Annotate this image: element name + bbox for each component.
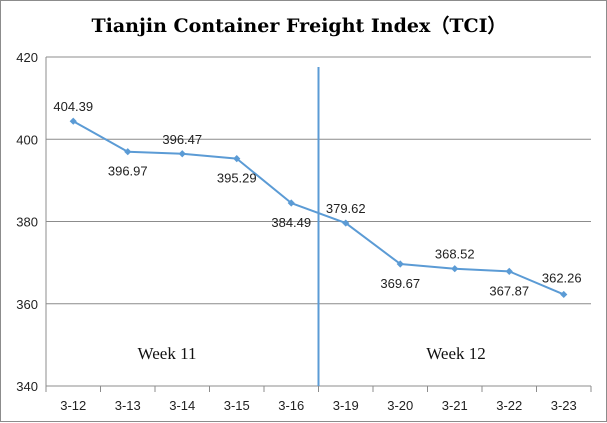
data-label: 404.39 <box>53 99 93 114</box>
chart-title: Tianjin Container Freight Index（TCI） <box>92 14 507 37</box>
data-points <box>69 117 568 299</box>
x-tick-label: 3-15 <box>224 398 250 413</box>
data-point <box>233 155 241 163</box>
data-point <box>396 260 404 268</box>
data-label: 367.87 <box>489 283 529 298</box>
week-11-label: Week 11 <box>138 344 197 363</box>
series-line <box>72 120 565 296</box>
data-point <box>560 290 568 299</box>
data-label: 368.52 <box>435 247 475 262</box>
y-tick-label: 360 <box>16 297 38 312</box>
x-tick-label: 3-20 <box>387 398 413 413</box>
x-tick-label: 3-13 <box>115 398 141 413</box>
x-tick-label: 3-22 <box>496 398 522 413</box>
x-tick-label: 3-21 <box>442 398 468 413</box>
x-tick-label: 3-16 <box>278 398 304 413</box>
data-point <box>178 150 186 158</box>
data-label: 362.26 <box>542 270 582 285</box>
x-tick-label: 3-14 <box>169 398 195 413</box>
y-tick-label: 380 <box>16 215 38 230</box>
data-point <box>69 117 77 125</box>
data-label: 396.47 <box>162 132 202 147</box>
y-axis-ticks: 420 400 380 360 340 <box>16 50 38 394</box>
data-label: 384.49 <box>271 215 311 230</box>
data-label: 369.67 <box>380 276 420 291</box>
y-tick-label: 340 <box>16 379 38 394</box>
series-polyline <box>72 120 565 296</box>
data-point <box>451 265 459 273</box>
week-12-label: Week 12 <box>426 344 486 363</box>
data-point <box>505 267 513 275</box>
y-tick-label: 400 <box>16 132 38 147</box>
y-tick-label: 420 <box>16 50 38 65</box>
data-point <box>342 219 350 227</box>
x-tick-label: 3-12 <box>60 398 86 413</box>
data-label: 379.62 <box>326 201 366 216</box>
x-tick-label: 3-19 <box>333 398 359 413</box>
data-labels: 404.39 396.97 396.47 395.29 384.49 379.62 369.… <box>53 99 581 298</box>
data-point <box>124 148 132 156</box>
data-label: 395.29 <box>217 171 257 186</box>
data-point <box>287 199 295 207</box>
data-label: 396.97 <box>108 164 148 179</box>
x-tick-label: 3-23 <box>551 398 577 413</box>
